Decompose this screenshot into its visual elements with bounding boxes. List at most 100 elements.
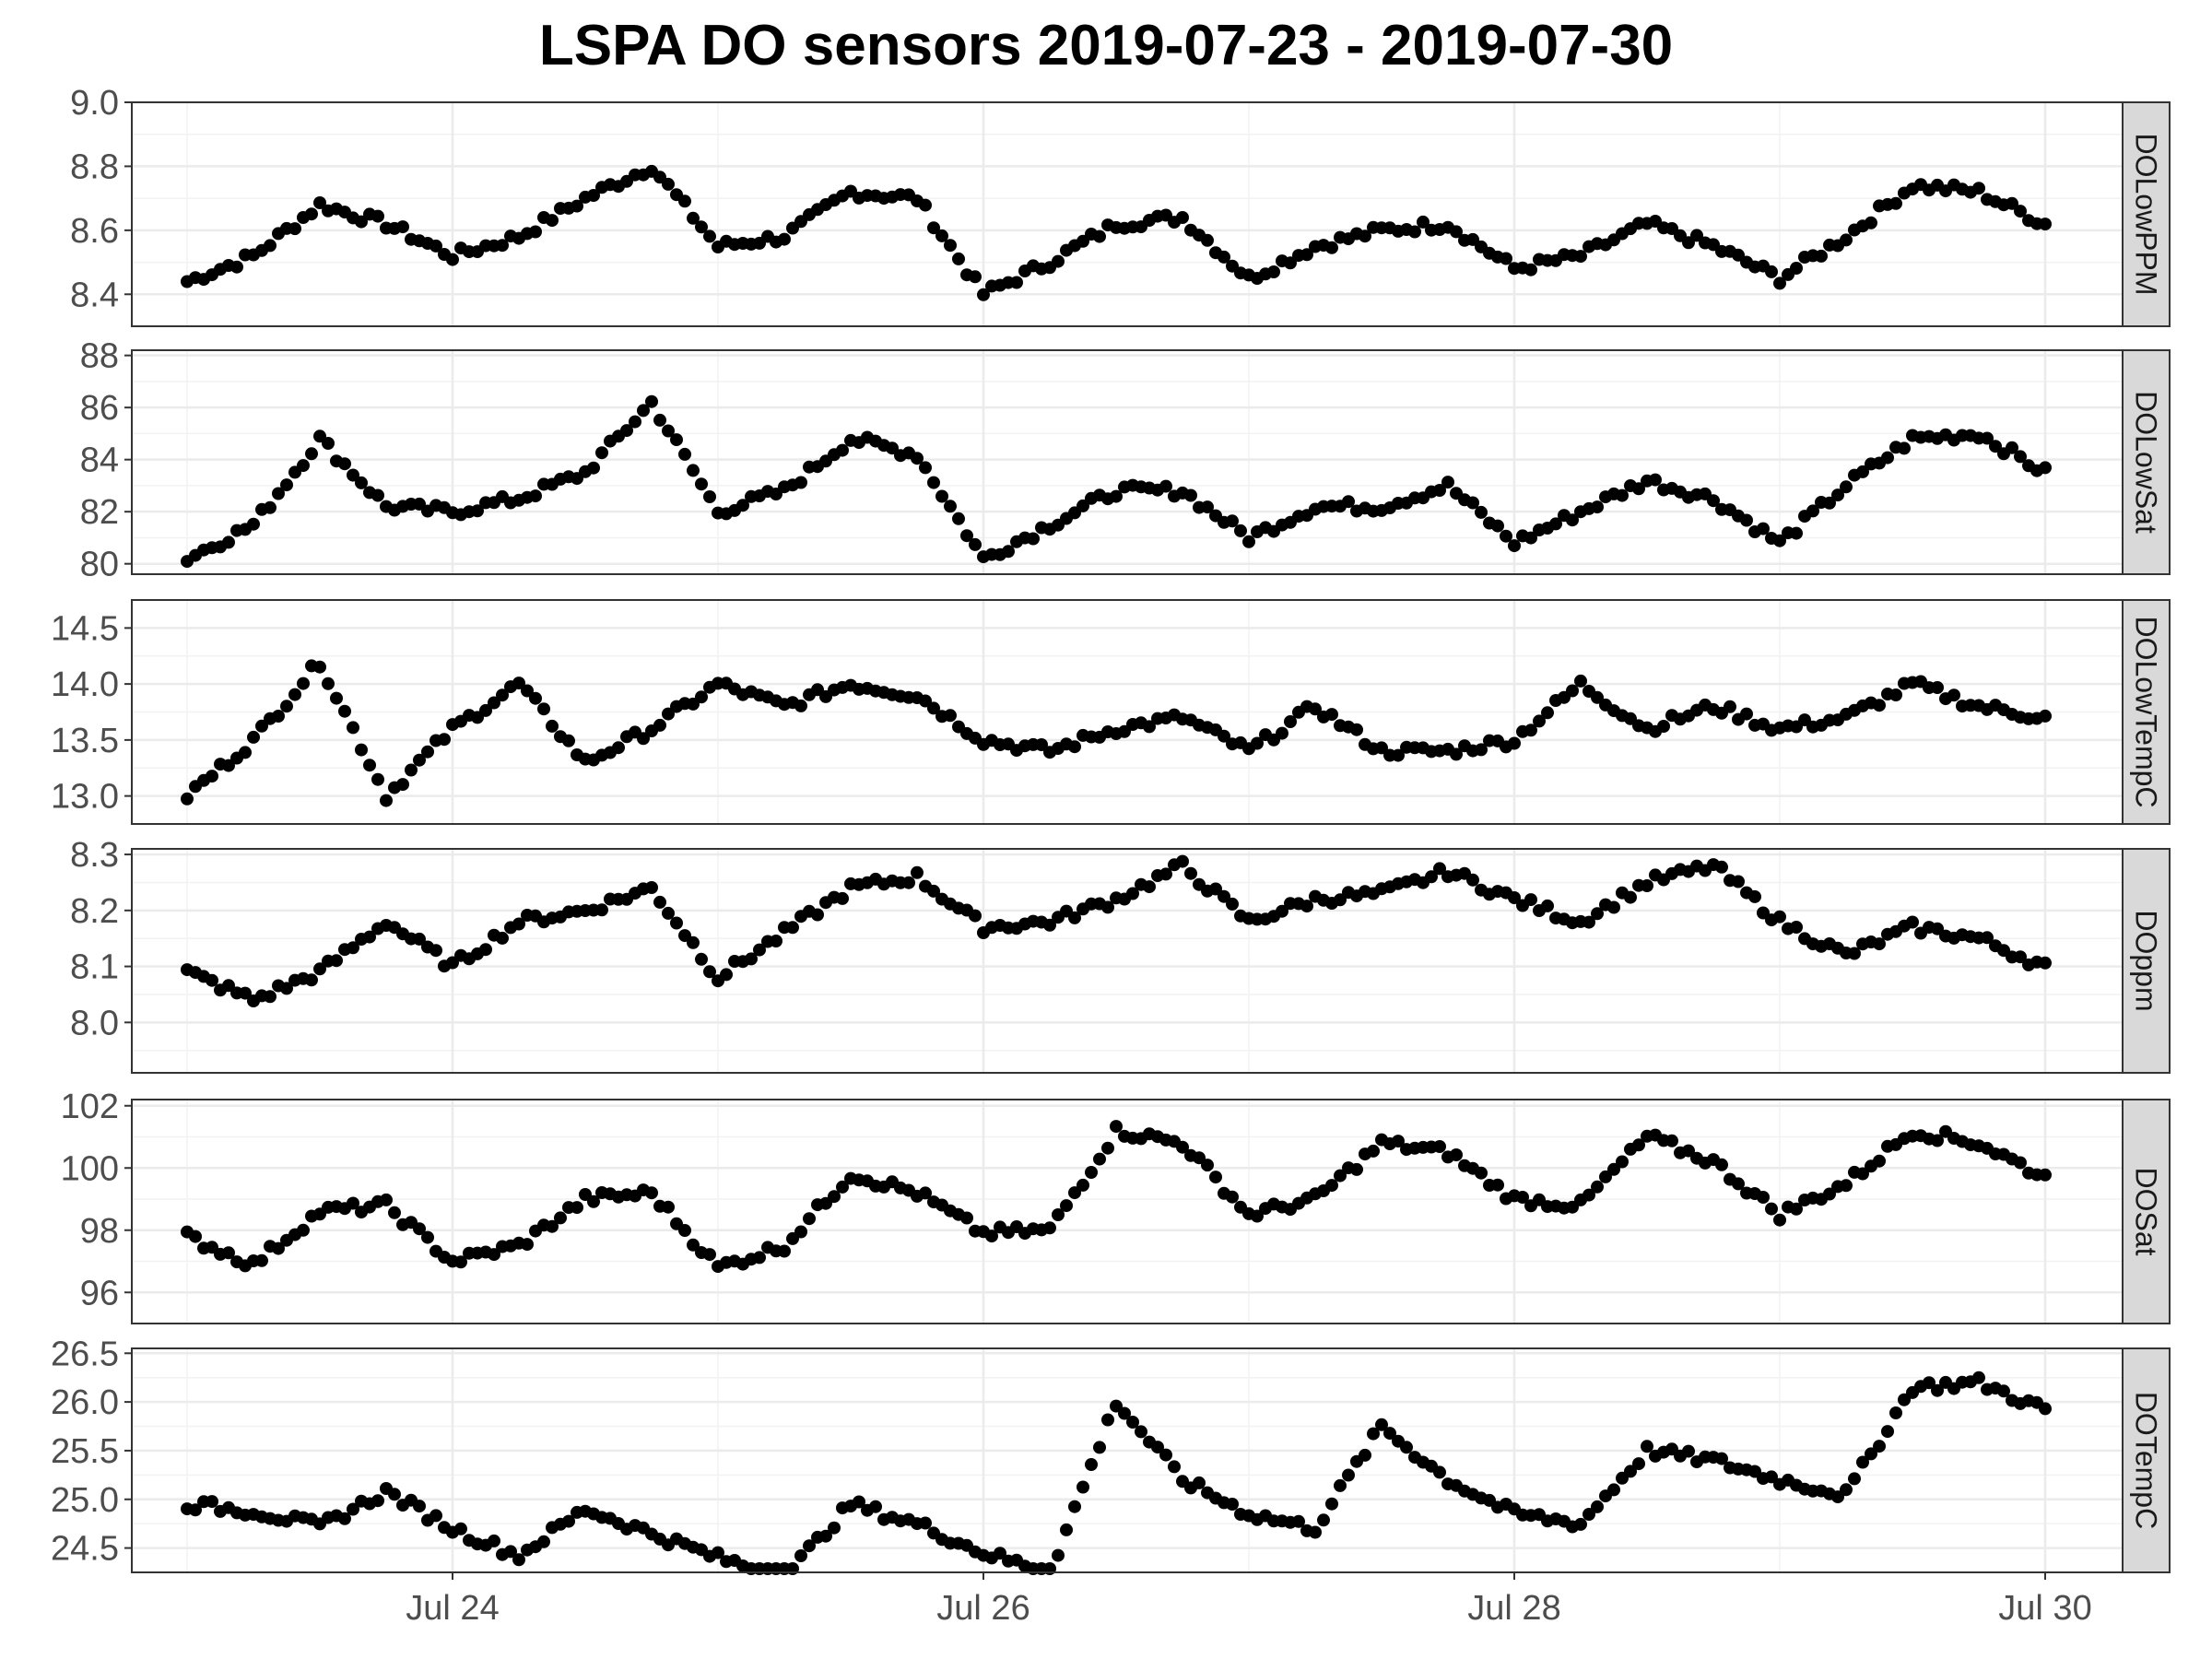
data-point <box>1881 1425 1894 1439</box>
data-point <box>595 446 608 460</box>
data-point <box>529 489 542 503</box>
facet-strip-label: DOTempC <box>2130 1392 2163 1529</box>
data-point <box>1292 1514 1305 1528</box>
data-point <box>1931 681 1944 694</box>
facet-strip-label: DOppm <box>2130 910 2163 1011</box>
data-point <box>546 214 559 228</box>
data-point <box>438 733 451 747</box>
data-point <box>595 903 608 917</box>
data-point <box>836 1180 849 1194</box>
data-point <box>836 443 849 457</box>
data-point <box>537 702 550 716</box>
data-point <box>1284 256 1297 270</box>
data-point <box>1218 729 1230 743</box>
data-point <box>935 229 948 242</box>
data-point <box>1234 524 1247 537</box>
data-point <box>1143 720 1156 734</box>
data-point <box>687 211 700 225</box>
data-point <box>1450 1148 1463 1161</box>
data-point <box>786 921 799 935</box>
series-DOTempC <box>181 1371 2052 1575</box>
data-point <box>620 424 633 438</box>
data-point <box>1226 1190 1239 1204</box>
data-point <box>919 1516 932 1530</box>
data-point <box>703 490 716 503</box>
data-point <box>280 700 293 713</box>
data-point <box>670 916 683 930</box>
data-point <box>1931 1383 1944 1397</box>
data-point <box>429 239 442 253</box>
data-point <box>1060 1199 1073 1213</box>
data-point <box>272 487 285 500</box>
data-point <box>794 1549 807 1562</box>
y-tick-label: 102 <box>61 1088 119 1126</box>
data-point <box>1923 1376 1936 1390</box>
data-point <box>1035 738 1048 751</box>
data-point <box>687 935 700 949</box>
data-point <box>770 935 782 947</box>
data-point <box>1325 1497 1338 1511</box>
data-point <box>1524 263 1537 276</box>
data-point <box>637 732 650 746</box>
data-point <box>1500 252 1512 265</box>
data-point <box>1524 724 1537 737</box>
data-point <box>1715 1158 1728 1171</box>
data-point <box>1325 1179 1338 1193</box>
facet-strip <box>2122 101 2171 327</box>
data-point <box>1433 862 1446 876</box>
data-point <box>678 447 691 461</box>
data-point <box>1997 1384 2010 1398</box>
data-point <box>388 1206 401 1219</box>
data-point <box>1583 915 1595 929</box>
panel-border <box>131 349 2124 575</box>
data-point <box>429 944 442 958</box>
series-DOSat <box>181 1120 2052 1274</box>
data-point <box>1284 715 1297 728</box>
data-point <box>703 1248 716 1262</box>
data-point <box>662 707 675 721</box>
data-point <box>305 973 318 987</box>
data-point <box>571 1201 583 1215</box>
data-point <box>1873 699 1886 712</box>
data-point <box>1242 535 1255 548</box>
data-point <box>1159 479 1172 493</box>
data-point <box>1682 1444 1695 1458</box>
data-point <box>695 220 708 234</box>
data-point <box>305 207 318 221</box>
data-point <box>985 1230 998 1243</box>
data-point <box>521 684 534 698</box>
data-point <box>1790 526 1803 540</box>
data-point <box>977 288 990 301</box>
data-point <box>446 253 459 266</box>
y-tick-label: 14.5 <box>51 609 119 648</box>
data-point <box>421 745 434 759</box>
y-tick-label: 13.0 <box>51 778 119 817</box>
data-point <box>1591 690 1604 704</box>
data-point <box>2014 205 2027 218</box>
data-point <box>1790 262 1803 275</box>
data-point <box>562 734 575 747</box>
data-point <box>1632 1138 1645 1152</box>
data-point <box>1077 1480 1089 1494</box>
data-point <box>206 1495 218 1509</box>
data-point <box>1848 1472 1861 1486</box>
y-tick-label: 8.0 <box>70 1004 119 1042</box>
data-point <box>1757 522 1770 535</box>
data-point <box>1085 1166 1098 1179</box>
data-point <box>1176 211 1189 224</box>
x-tick-label: Jul 28 <box>1467 1589 1560 1628</box>
data-point <box>969 537 982 551</box>
data-point <box>1226 1498 1239 1511</box>
data-point <box>2039 461 2052 475</box>
data-point <box>1591 1180 1604 1194</box>
data-point <box>1441 476 1454 489</box>
data-point <box>1972 182 1985 195</box>
data-point <box>1724 700 1736 713</box>
data-point <box>1201 233 1214 247</box>
data-point <box>371 209 384 223</box>
data-point <box>935 489 948 503</box>
data-point <box>736 499 749 512</box>
facet-strip <box>2122 1347 2171 1573</box>
data-point <box>1193 1151 1206 1165</box>
data-point <box>1757 1191 1770 1204</box>
